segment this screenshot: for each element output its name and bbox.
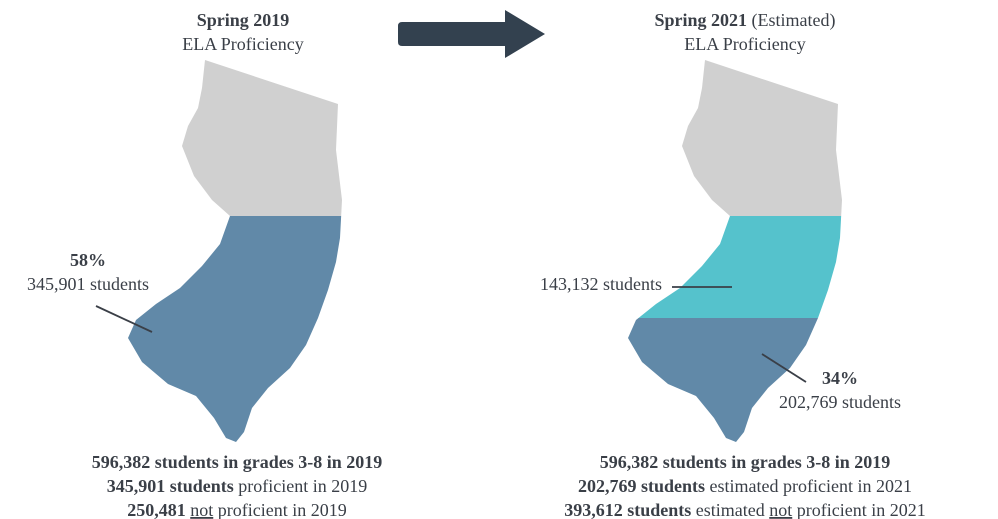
- summary-line: 250,481 not proficient in 2019: [127, 500, 347, 519]
- region-proficient: [128, 216, 342, 442]
- summary-segment: proficient in 2021: [792, 500, 925, 519]
- summary-segment: proficient in 2019: [234, 476, 367, 496]
- title: Spring 2019: [197, 10, 290, 30]
- region-not-proficient: [628, 60, 842, 216]
- summary-line: 345,901 students proficient in 2019: [107, 476, 368, 496]
- summary-line: 202,769 students estimated proficient in…: [578, 476, 912, 496]
- summary-segment: estimated proficient in 2021: [705, 476, 912, 496]
- summary-segment: not: [769, 500, 792, 519]
- region-not-proficient: [128, 60, 342, 216]
- summary-segment: 596,382 students in grades 3-8 in 2019: [600, 452, 891, 472]
- title-main: Spring 2021: [654, 10, 747, 30]
- summary-segment: proficient in 2019: [213, 500, 346, 519]
- percent-label: 34%: [822, 368, 858, 388]
- leader-line: [95, 305, 153, 333]
- summary-segment: 345,901 students: [107, 476, 234, 496]
- students-label: 143,132 students: [540, 274, 662, 294]
- summary-segment: 393,612 students: [564, 500, 691, 519]
- summary-segment: not: [190, 500, 213, 519]
- summary-segment: estimated: [691, 500, 769, 519]
- summary-line: 393,612 students estimated not proficien…: [564, 500, 926, 519]
- title-note: (Estimated): [747, 10, 835, 31]
- students-label: 202,769 students: [779, 392, 901, 412]
- subtitle: ELA Proficiency: [684, 34, 805, 54]
- summary-segment: 250,481: [127, 500, 190, 519]
- summary-line: 596,382 students in grades 3-8 in 2019: [600, 452, 891, 472]
- summary-segment: 202,769 students: [578, 476, 705, 496]
- leader-line: [761, 353, 807, 383]
- summaries: 596,382 students in grades 3-8 in 2019 34…: [92, 452, 926, 519]
- map-2019: [128, 60, 342, 442]
- region-lost-proficiency: [628, 216, 842, 318]
- region-proficient: [628, 318, 842, 442]
- summary-line: 596,382 students in grades 3-8 in 2019: [92, 452, 383, 472]
- percent-label: 58%: [70, 250, 106, 270]
- title: Spring 2021 (Estimated): [654, 10, 835, 31]
- summary-segment: 596,382 students in grades 3-8 in 2019: [92, 452, 383, 472]
- students-label: 345,901 students: [27, 274, 149, 294]
- arrow: [398, 10, 545, 58]
- subtitle: ELA Proficiency: [182, 34, 303, 54]
